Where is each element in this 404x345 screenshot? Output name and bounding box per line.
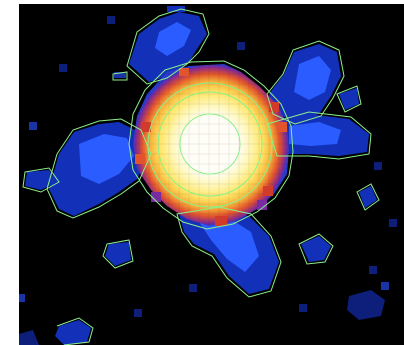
false-color-map xyxy=(19,4,404,345)
contour-lines xyxy=(22,8,380,345)
diffuse-emission xyxy=(19,6,385,345)
bright-core xyxy=(133,64,289,226)
map-svg xyxy=(19,4,404,345)
noise-pixels xyxy=(19,16,397,317)
